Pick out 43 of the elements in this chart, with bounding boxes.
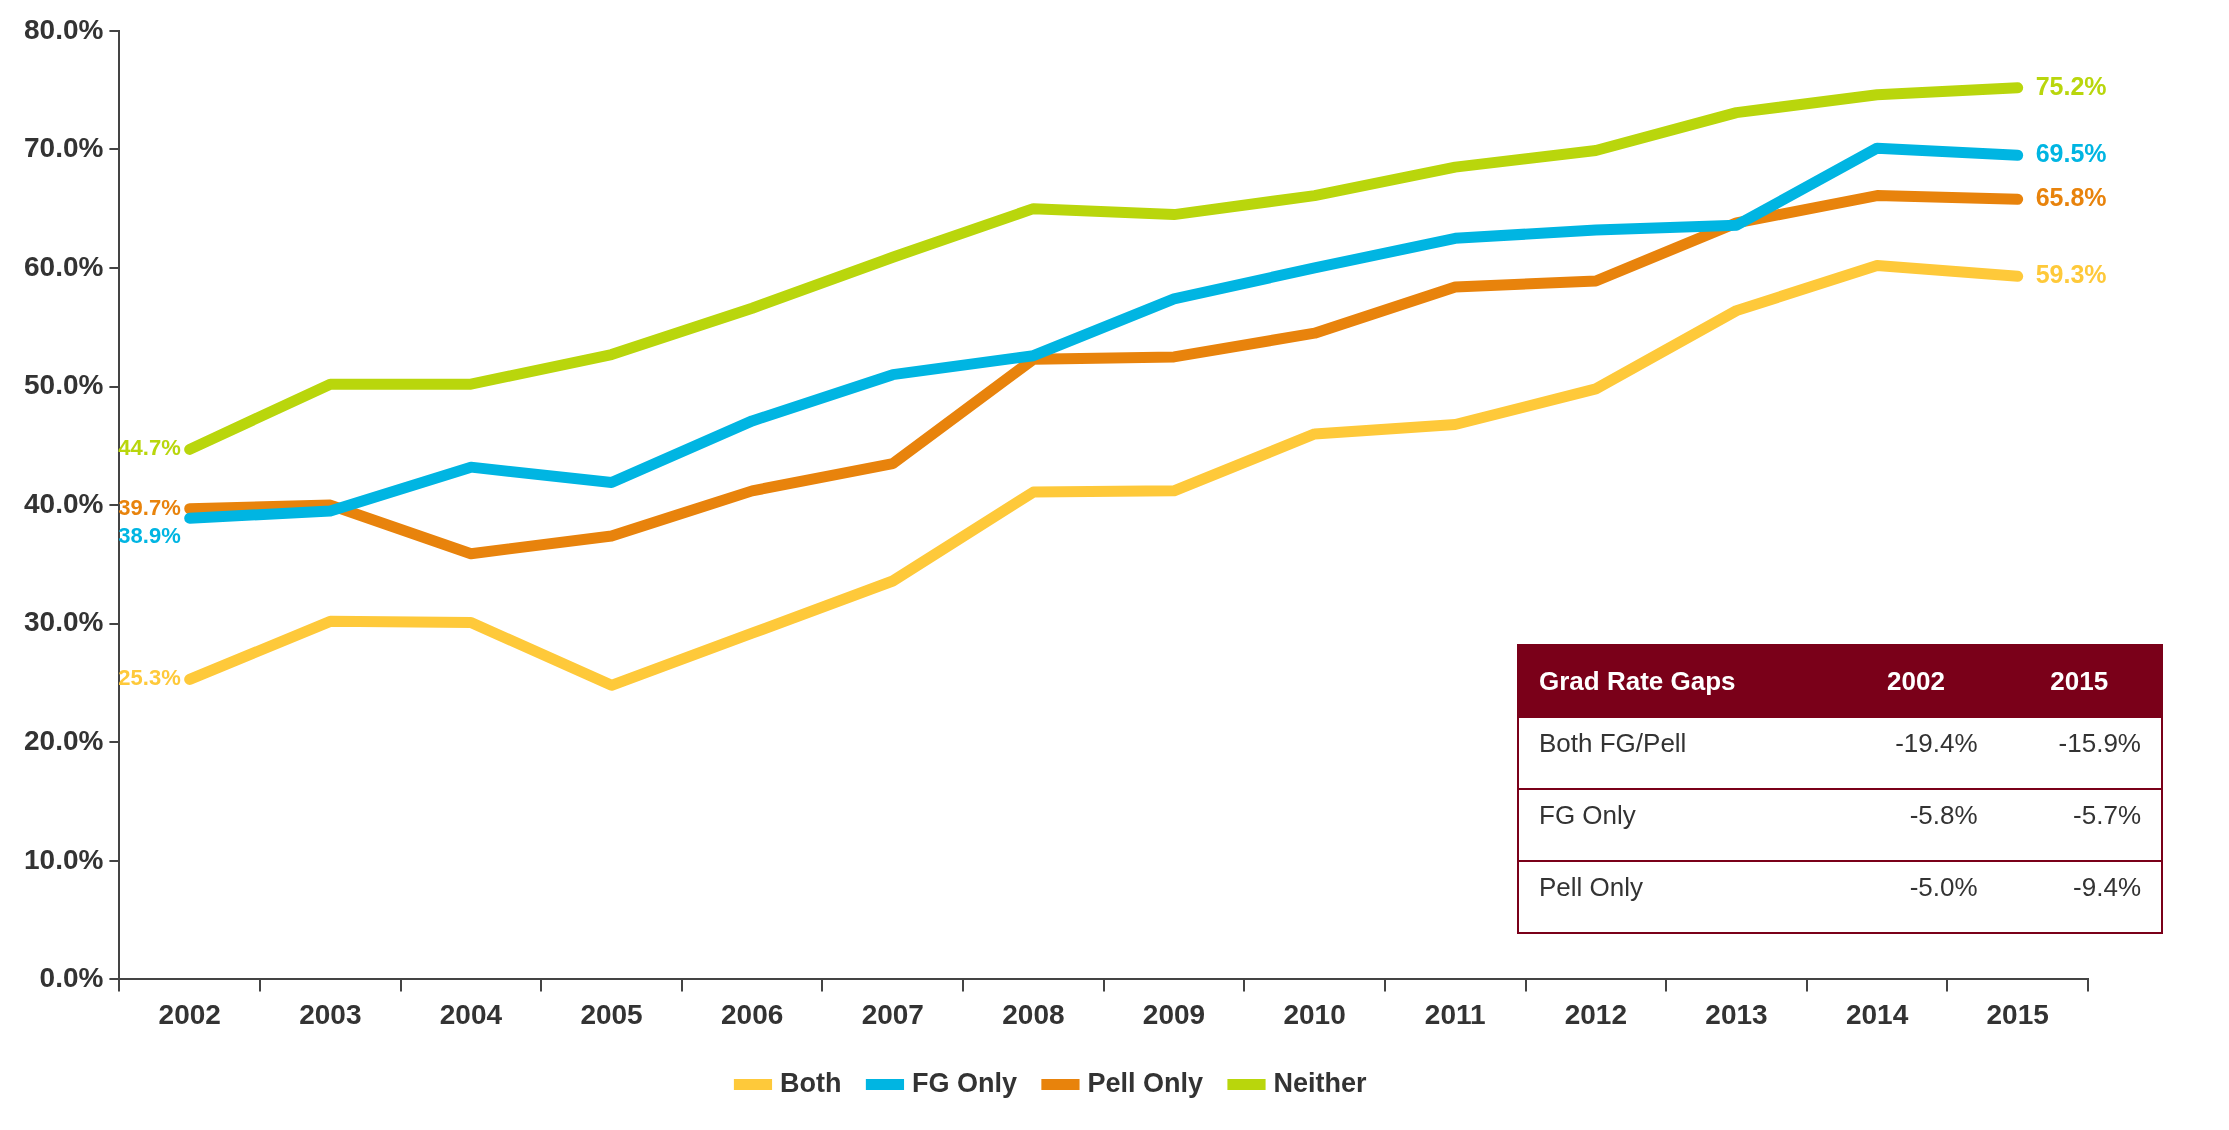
legend-label: Neither xyxy=(1273,1067,1368,1098)
data-label: 75.2% xyxy=(2035,71,2107,100)
y-tick-label: 50.0% xyxy=(23,369,104,401)
x-tick-label: 2006 xyxy=(721,998,784,1030)
y-tick-label: 10.0% xyxy=(23,843,104,875)
annotation: Both FG/Pell xyxy=(1538,727,1688,760)
x-tick-label: 2013 xyxy=(1705,998,1768,1030)
annotation: -5.0% xyxy=(1908,871,1979,904)
data-label: 65.8% xyxy=(2035,183,2107,212)
annotation: 2015 xyxy=(2049,664,2110,698)
x-tick-label: 2010 xyxy=(1283,998,1346,1030)
y-tick-label: 40.0% xyxy=(23,487,104,519)
x-tick-label: 2007 xyxy=(861,998,924,1030)
x-tick-label: 2002 xyxy=(158,998,221,1030)
y-tick-label: 0.0% xyxy=(39,962,104,994)
x-tick-label: 2004 xyxy=(439,998,503,1030)
annotation: -19.4% xyxy=(1894,727,1979,760)
annotation: -9.4% xyxy=(2072,871,2142,904)
x-tick-label: 2015 xyxy=(1986,998,2049,1030)
y-tick-label: 80.0% xyxy=(23,13,104,45)
annotation: FG Only xyxy=(1538,799,1637,832)
x-tick-label: 2008 xyxy=(1002,998,1065,1030)
legend-label: Both xyxy=(779,1067,842,1098)
annotation: -5.8% xyxy=(1908,799,1979,832)
data-label: 59.3% xyxy=(2035,260,2107,289)
x-tick-label: 2014 xyxy=(1845,998,1909,1030)
annotation: Grad Rate Gaps xyxy=(1538,664,1737,698)
x-tick-label: 2011 xyxy=(1424,998,1486,1030)
annotation: Pell Only xyxy=(1538,871,1645,904)
x-tick-label: 2005 xyxy=(580,998,643,1030)
legend-label: Pell Only xyxy=(1087,1067,1204,1098)
x-tick-label: 2009 xyxy=(1142,998,1206,1030)
annotation: -15.9% xyxy=(2057,727,2142,760)
annotation: -5.7% xyxy=(2072,799,2142,832)
x-tick-label: 2012 xyxy=(1564,998,1627,1030)
data-label: 69.5% xyxy=(2035,139,2107,168)
y-tick-label: 20.0% xyxy=(23,724,104,756)
annotation: 2002 xyxy=(1886,664,1946,698)
y-tick-label: 60.0% xyxy=(23,250,104,282)
x-tick-label: 2003 xyxy=(299,998,362,1030)
y-tick-label: 30.0% xyxy=(23,606,104,638)
y-tick-label: 70.0% xyxy=(23,132,104,164)
legend-label: FG Only xyxy=(911,1067,1017,1098)
